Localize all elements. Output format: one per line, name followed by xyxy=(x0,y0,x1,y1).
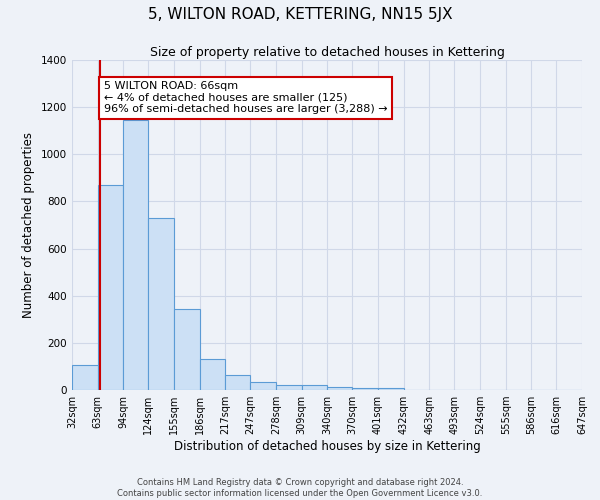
Text: 5, WILTON ROAD, KETTERING, NN15 5JX: 5, WILTON ROAD, KETTERING, NN15 5JX xyxy=(148,8,452,22)
Text: 5 WILTON ROAD: 66sqm
← 4% of detached houses are smaller (125)
96% of semi-detac: 5 WILTON ROAD: 66sqm ← 4% of detached ho… xyxy=(104,81,387,114)
Bar xyxy=(148,218,174,390)
Bar xyxy=(250,382,276,390)
Bar xyxy=(302,386,328,390)
Bar xyxy=(378,388,404,390)
Bar xyxy=(200,360,226,390)
Bar xyxy=(276,386,302,390)
Bar xyxy=(226,376,250,390)
Bar xyxy=(174,308,200,390)
Bar xyxy=(98,185,124,390)
Y-axis label: Number of detached properties: Number of detached properties xyxy=(22,132,35,318)
Bar xyxy=(328,387,352,390)
Bar xyxy=(124,120,148,390)
X-axis label: Distribution of detached houses by size in Kettering: Distribution of detached houses by size … xyxy=(173,440,481,453)
Text: Contains HM Land Registry data © Crown copyright and database right 2024.
Contai: Contains HM Land Registry data © Crown c… xyxy=(118,478,482,498)
Bar xyxy=(352,388,378,390)
Bar xyxy=(72,365,98,390)
Title: Size of property relative to detached houses in Kettering: Size of property relative to detached ho… xyxy=(149,46,505,59)
